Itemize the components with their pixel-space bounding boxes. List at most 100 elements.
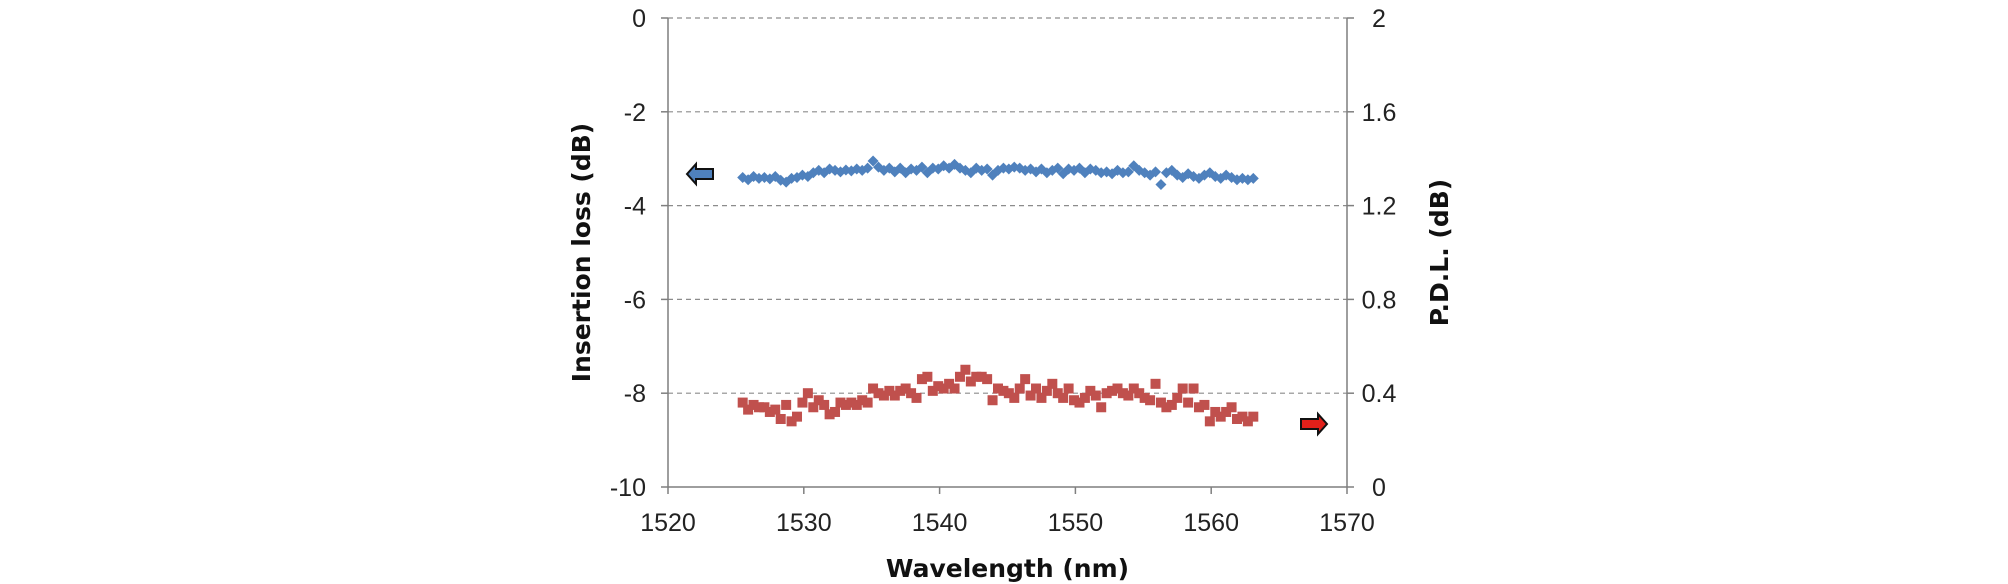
data-point-diamond	[867, 155, 879, 167]
data-point-diamond	[862, 162, 874, 174]
data-point-square	[743, 404, 754, 415]
data-point-square	[781, 399, 792, 410]
data-point-square	[944, 378, 955, 389]
data-point-square	[1117, 388, 1128, 399]
data-point-diamond	[1052, 162, 1064, 174]
y-tick-label: -6	[624, 286, 646, 314]
data-point-square	[965, 376, 976, 387]
data-point-square	[1047, 378, 1058, 389]
data-point-square	[1183, 397, 1194, 408]
data-point-square	[1248, 411, 1259, 422]
data-point-square	[1041, 385, 1052, 396]
data-point-square	[1052, 388, 1063, 399]
data-point-diamond	[1155, 178, 1167, 190]
y2-tick-label: 1.2	[1362, 193, 1397, 221]
data-point-square	[846, 397, 857, 408]
data-point-square	[1107, 385, 1118, 396]
data-point-square	[1204, 416, 1215, 427]
y2-tick-label: 0.4	[1362, 380, 1397, 408]
data-point-square	[949, 383, 960, 394]
y-tick-label: 0	[632, 5, 646, 33]
y-tick-label: -4	[624, 193, 646, 221]
data-point-square	[906, 388, 917, 399]
x-tick-label: 1550	[1048, 509, 1104, 537]
data-point-square	[873, 388, 884, 399]
data-point-square	[1003, 388, 1014, 399]
data-point-square	[851, 399, 862, 410]
data-point-square	[960, 364, 971, 375]
data-point-square	[775, 413, 786, 424]
y2-axis-title: P.D.L. (dB)	[1425, 179, 1454, 326]
data-point-square	[971, 371, 982, 382]
data-point-square	[1193, 402, 1204, 413]
data-point-square	[1123, 390, 1134, 401]
data-point-square	[1166, 399, 1177, 410]
y2-tick-label: 2	[1372, 5, 1386, 33]
data-point-square	[1128, 383, 1139, 394]
data-point-square	[1014, 383, 1025, 394]
data-point-square	[1210, 406, 1221, 417]
data-point-square	[1090, 390, 1101, 401]
data-point-diamond	[1014, 162, 1026, 174]
axis-arrows	[685, 161, 1329, 437]
data-point-square	[1242, 416, 1253, 427]
data-point-square	[1009, 392, 1020, 403]
x-tick-label: 1530	[776, 509, 832, 537]
x-axis-title: Wavelength (nm)	[886, 554, 1129, 583]
data-point-square	[895, 385, 906, 396]
data-point-square	[840, 399, 851, 410]
data-point-diamond	[1122, 166, 1134, 178]
data-point-square	[1161, 402, 1172, 413]
data-point-square	[797, 397, 808, 408]
data-point-square	[770, 404, 781, 415]
data-point-square	[916, 374, 927, 385]
data-point-square	[900, 383, 911, 394]
data-point-square	[862, 397, 873, 408]
left-axis-arrow-icon	[685, 161, 714, 187]
y-tick-label: -10	[610, 474, 646, 502]
data-point-square	[1226, 402, 1237, 413]
data-point-square	[933, 381, 944, 392]
x-tick-label: 1560	[1183, 509, 1239, 537]
data-point-square	[753, 402, 764, 413]
data-point-square	[1085, 385, 1096, 396]
data-point-square	[1101, 388, 1112, 399]
data-point-square	[808, 402, 819, 413]
data-point-square	[1188, 383, 1199, 394]
data-point-square	[737, 397, 748, 408]
data-point-square	[1139, 392, 1150, 403]
y-axis-title: Insertion loss (dB)	[567, 123, 596, 382]
data-point-square	[1069, 395, 1080, 406]
data-point-square	[1150, 378, 1161, 389]
data-point-square	[764, 406, 775, 417]
data-point-square	[884, 385, 895, 396]
x-tick-label: 1570	[1319, 509, 1375, 537]
data-point-square	[1036, 392, 1047, 403]
data-point-square	[786, 416, 797, 427]
data-point-square	[1074, 397, 1085, 408]
gridlines	[668, 17, 1347, 394]
data-point-square	[1221, 406, 1232, 417]
pdl-series	[737, 364, 1259, 427]
data-point-square	[857, 395, 868, 406]
y2-tick-label: 1.6	[1362, 99, 1397, 127]
y-tick-label: -8	[624, 380, 646, 408]
data-point-square	[1145, 395, 1156, 406]
data-point-square	[1134, 388, 1145, 399]
data-point-square	[759, 402, 770, 413]
data-point-diamond	[1150, 166, 1162, 178]
insertion-loss-series	[737, 155, 1259, 190]
data-point-square	[1020, 374, 1031, 385]
data-point-square	[819, 399, 830, 410]
data-point-square	[998, 385, 1009, 396]
data-point-square	[1199, 399, 1210, 410]
data-point-square	[927, 385, 938, 396]
data-series	[737, 155, 1259, 427]
right-axis-arrow-icon	[1300, 411, 1329, 437]
data-point-square	[1215, 411, 1226, 422]
data-point-diamond	[981, 163, 993, 175]
data-point-square	[1025, 390, 1036, 401]
data-point-square	[1063, 383, 1074, 394]
data-point-square	[922, 371, 933, 382]
